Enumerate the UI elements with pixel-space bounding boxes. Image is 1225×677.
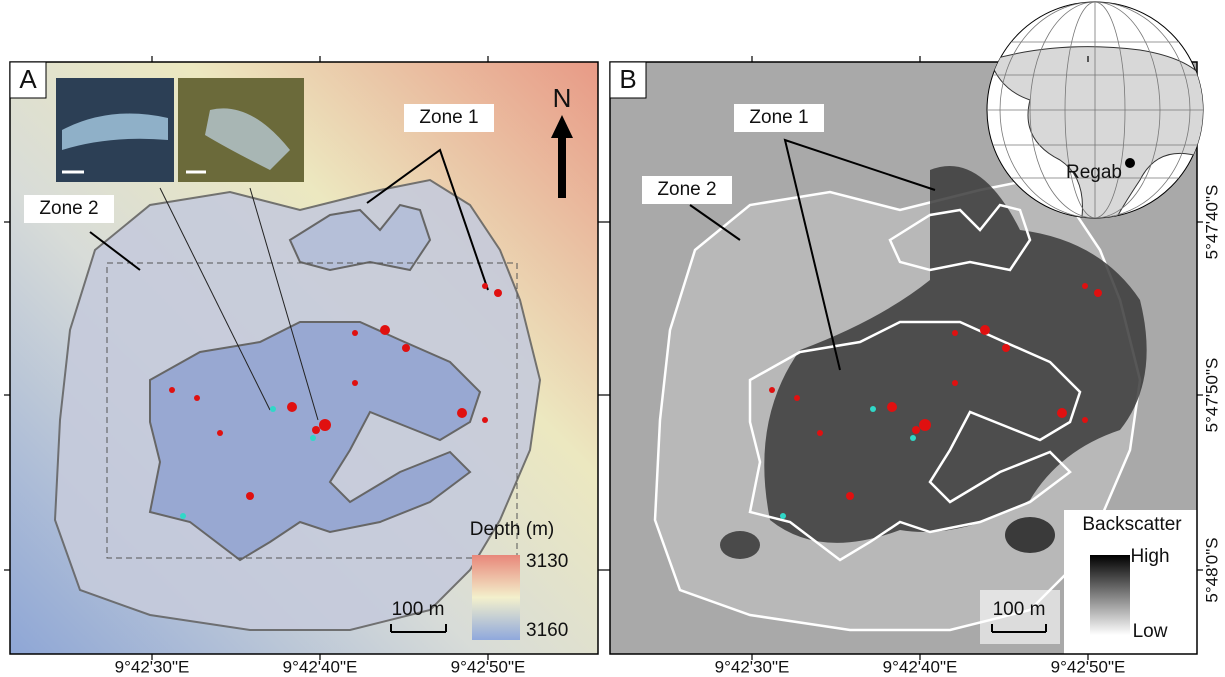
x-coordinate-label: 9°42'40"E: [883, 657, 958, 676]
panel-a-map: [10, 62, 598, 654]
x-coordinate-label: 9°42'30"E: [115, 657, 190, 676]
panel-label: A: [19, 64, 37, 94]
legend-label: High: [1130, 546, 1169, 567]
legend-label: Low: [1133, 621, 1168, 642]
x-coordinate-label: 9°42'50"E: [1051, 657, 1126, 676]
scale-bar-label: 100 m: [392, 599, 445, 620]
zone-label: Zone 2: [657, 179, 716, 200]
y-coordinate-label: 5°48'0"S: [1202, 537, 1221, 602]
x-coordinate-label: 9°42'40"E: [283, 657, 358, 676]
figure: A Zone 1 Zone 2 N Depth (m) 3130 3160 10…: [0, 0, 1225, 677]
legend-title: Depth (m): [470, 519, 554, 540]
legend-title: Backscatter: [1082, 514, 1182, 535]
globe-label: Regab: [1066, 162, 1122, 183]
legend-label: 3160: [526, 620, 568, 641]
north-label: N: [553, 83, 572, 113]
zone-label: Zone 1: [749, 107, 808, 128]
zone-label: Zone 1: [419, 107, 478, 128]
legend-label: 3130: [526, 551, 568, 572]
y-coordinate-label: 5°47'40"S: [1202, 185, 1221, 260]
x-coordinate-label: 9°42'30"E: [715, 657, 790, 676]
scale-bar-label: 100 m: [993, 599, 1046, 620]
y-coordinate-label: 5°47'50"S: [1202, 358, 1221, 433]
zone-label: Zone 2: [39, 198, 98, 219]
panel-label: B: [619, 64, 636, 94]
x-coordinate-label: 9°42'50"E: [451, 657, 526, 676]
